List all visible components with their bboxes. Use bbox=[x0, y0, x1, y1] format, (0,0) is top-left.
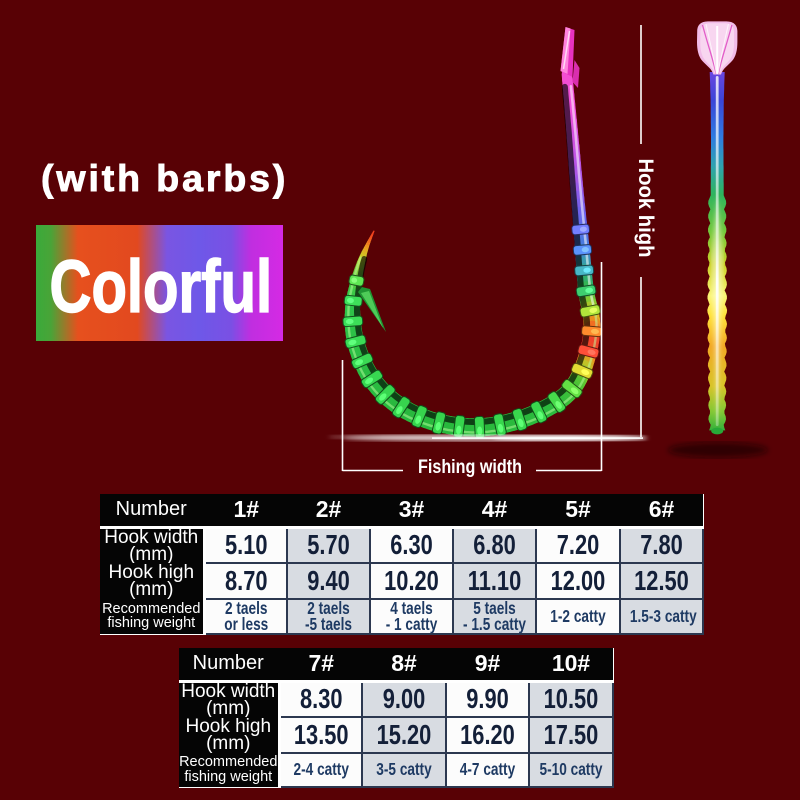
svg-text:Hook high: Hook high bbox=[634, 159, 657, 258]
svg-text:Fishing width: Fishing width bbox=[418, 456, 522, 478]
